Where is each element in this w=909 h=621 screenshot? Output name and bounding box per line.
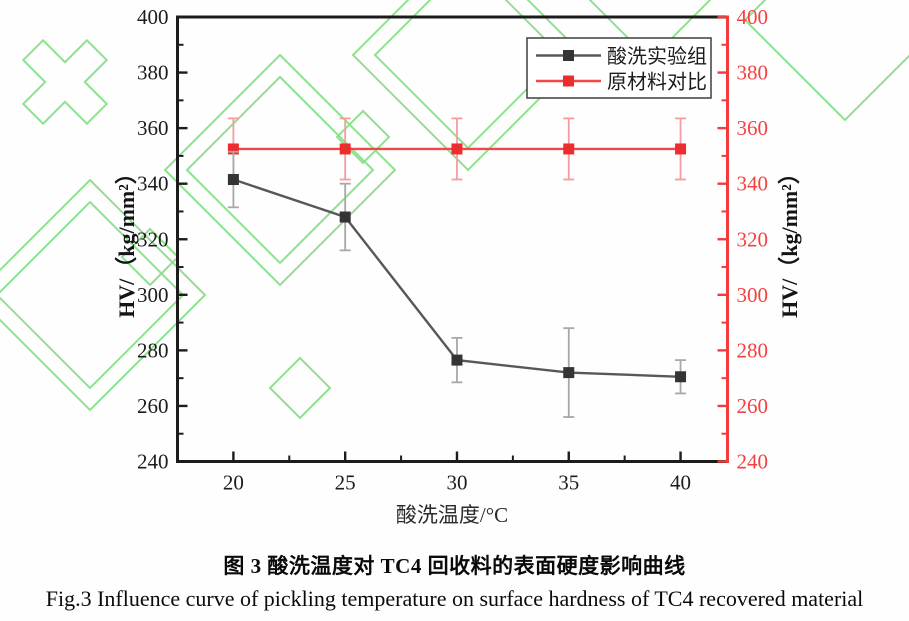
y-axis-tick-label-right: 320 [737,227,769,251]
y-axis-tick-label-right: 360 [737,116,769,140]
series-marker [339,143,351,155]
y-axis-tick-label-left: 240 [137,450,169,474]
figure-caption-en: Fig.3 Influence curve of pickling temper… [45,586,864,611]
series-marker [227,143,239,155]
watermark-diamond [120,227,180,287]
series-marker [227,174,239,186]
watermark-diamond [163,53,397,287]
series-marker [451,354,463,366]
series-marker [563,143,575,155]
watermark-diamond [185,75,375,265]
y-axis-tick-label-left: 280 [137,338,169,362]
y-axis-tick-label-left: 300 [137,283,169,307]
series-marker [451,143,463,155]
watermark-diamond [268,356,332,420]
hardness-line-chart: 20 25 30 35 40 240 240 260 260 280 280 300 300 320 320… [0,0,909,527]
x-axis-tick-label: 35 [558,471,579,495]
y-axis-tick-label-left: 380 [137,61,169,85]
figure-caption-zh: 图 3 酸洗温度对 TC4 回收料的表面硬度影响曲线 [223,554,686,578]
y-axis-tick-label-left: 360 [137,116,169,140]
series-marker [339,211,351,223]
series-marker [563,367,575,379]
x-axis-title: 酸洗温度/°C [396,503,508,527]
legend-label: 酸洗实验组 [607,45,707,68]
y-axis-tick-label-right: 340 [737,172,769,196]
y-axis-tick-label-right: 260 [737,394,769,418]
y-axis-tick-label-left: 400 [137,5,169,29]
legend-marker [563,50,574,61]
y-axis-tick-label-right: 380 [737,61,769,85]
x-axis-tick-label: 30 [446,471,467,495]
legend-marker [563,75,574,87]
y-axis-tick-label-right: 240 [737,450,769,474]
y-axis-tick-label-left: 340 [137,172,169,196]
y-axis-title-left: HV/（kg/mm²） [114,162,139,318]
series-marker [675,143,687,155]
y-axis-tick-label-right: 280 [737,338,769,362]
y-axis-tick-label-left: 320 [137,227,169,251]
x-axis-tick-label: 20 [223,471,244,495]
y-axis-tick-label-right: 400 [737,5,769,29]
series-marker [675,371,687,383]
watermark-diamond [743,0,909,122]
legend-label: 原材料对比 [607,71,707,94]
y-axis-tick-label-right: 300 [737,283,769,307]
legend-box [526,37,712,99]
watermark-diamond [0,178,207,412]
x-axis-tick-label: 25 [335,471,356,495]
x-axis-tick-label: 40 [670,471,691,495]
y-axis-title-right: HV/（kg/mm²） [777,162,802,318]
watermark-cross [21,38,109,126]
y-axis-tick-label-left: 260 [137,394,169,418]
watermark-diamond [0,200,185,390]
plot-area: 20 25 30 35 40 240 240 260 260 280 280 300 300 320 320… [137,5,768,495]
